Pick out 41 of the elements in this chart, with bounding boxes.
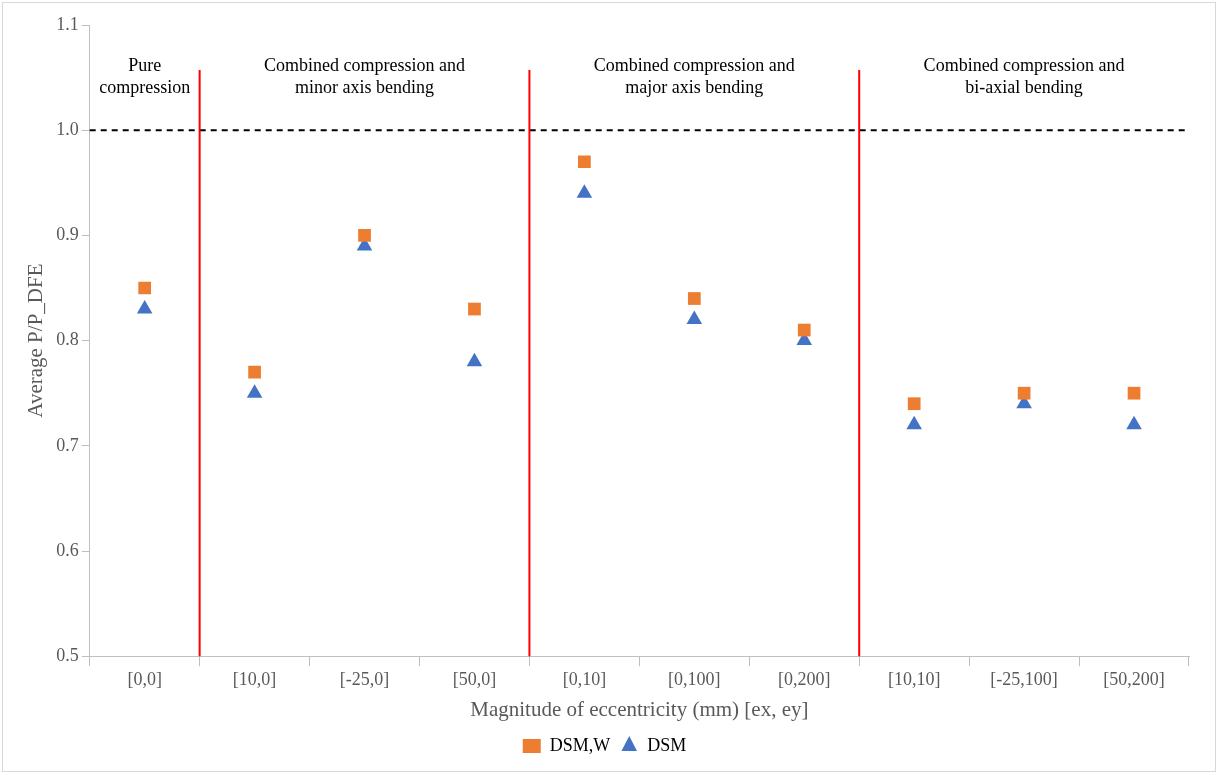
point <box>1127 386 1141 400</box>
y-tick-label: 0.7 <box>56 434 79 455</box>
point <box>248 365 261 379</box>
point <box>686 310 703 325</box>
y-tick-label: 0.9 <box>56 224 79 245</box>
y-tick-label: 1.0 <box>56 118 79 139</box>
annotation: Pure compression <box>99 54 191 97</box>
point <box>466 352 483 367</box>
x-tick-label: [0,100] <box>668 668 721 689</box>
x-axis-title: Magnitude of eccentricity (mm) [ex, ey] <box>470 696 809 721</box>
y-axis-title: Average P/P_DFE <box>23 263 48 418</box>
x-tick-label: [0,200] <box>777 668 831 689</box>
annotation: Combined compression and bi-axial bending <box>923 54 1125 97</box>
legend-label: DSM,W <box>549 734 611 755</box>
point <box>136 300 153 314</box>
point <box>687 292 701 305</box>
y-tick-label: 1.1 <box>56 13 79 34</box>
x-tick-label: [10,0] <box>232 668 277 689</box>
point <box>246 384 263 398</box>
point <box>1017 386 1031 400</box>
x-tick-label: [-25,100] <box>990 668 1058 689</box>
x-tick-label: [10,10] <box>887 668 941 689</box>
point <box>907 397 921 411</box>
annotation: Combined compression and major axis bending <box>593 54 795 97</box>
y-tick-label: 0.8 <box>56 329 79 350</box>
point <box>358 229 371 242</box>
x-tick-label: [50,200] <box>1103 668 1165 689</box>
point <box>797 323 811 337</box>
point <box>138 281 152 295</box>
y-tick-label: 0.5 <box>56 644 79 665</box>
point <box>578 155 591 169</box>
annotation: Combined compression and minor axis bending <box>264 54 466 97</box>
point <box>906 415 922 430</box>
x-tick-label: [-25,0] <box>339 668 390 689</box>
x-tick-label: [0,10] <box>562 668 607 689</box>
y-tick-label: 0.6 <box>56 539 79 560</box>
legend-label: DSM <box>647 734 687 755</box>
point <box>1126 415 1142 430</box>
x-tick-label: [0,0] <box>127 668 162 689</box>
x-tick-label: [50,0] <box>452 668 497 689</box>
point <box>468 302 481 316</box>
